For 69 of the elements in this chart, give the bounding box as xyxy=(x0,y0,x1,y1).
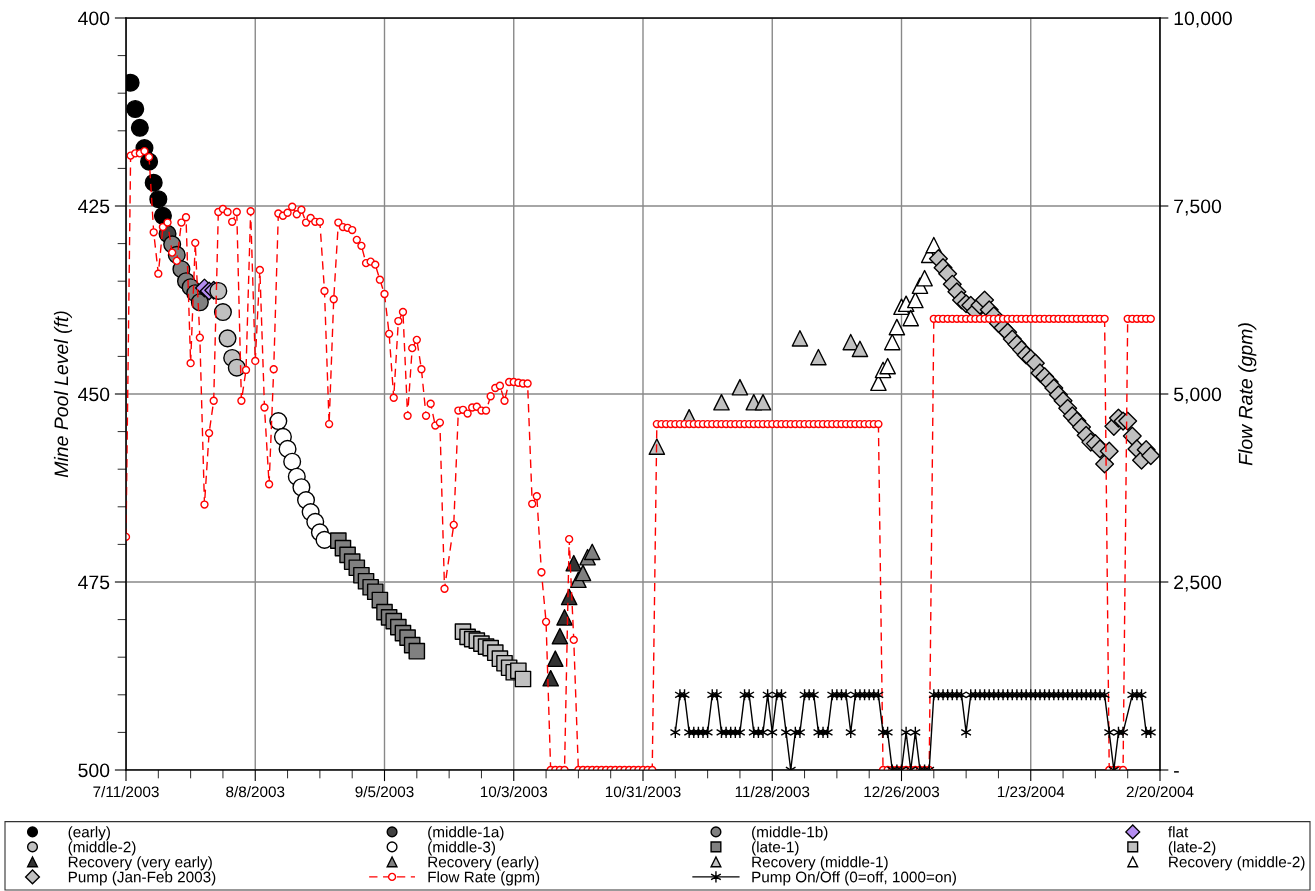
legend-label: Recovery (early) xyxy=(428,856,539,871)
x-tick-label: 10/31/2003 xyxy=(605,785,681,798)
legend-label: flat xyxy=(1168,826,1189,838)
y2-tick-label: 5,000 xyxy=(1173,387,1222,404)
point xyxy=(565,554,583,572)
point xyxy=(648,438,666,455)
point xyxy=(902,309,920,327)
y-axis-title: Mine Pool Level (ft) xyxy=(53,311,73,478)
point xyxy=(546,650,564,668)
x-tick-label: 10/3/2003 xyxy=(480,785,548,798)
x-tick-label: 7/11/2003 xyxy=(93,785,159,798)
point xyxy=(810,348,827,366)
legend-label: (late-2) xyxy=(1168,841,1216,856)
point xyxy=(514,670,532,688)
point xyxy=(883,333,901,351)
x-tick-label: 12/26/2003 xyxy=(864,785,940,798)
point xyxy=(1099,441,1119,461)
point xyxy=(888,318,906,336)
legend-label: (middle-3) xyxy=(428,841,496,856)
legend-label: (middle-2) xyxy=(68,841,136,856)
legend-label: Pump (Jan-Feb 2003) xyxy=(68,871,216,886)
point xyxy=(149,190,168,209)
y2-tick-label: 7,500 xyxy=(1174,199,1222,216)
point xyxy=(916,269,933,287)
point xyxy=(144,173,163,192)
y2-tick-label: - xyxy=(1174,771,1179,773)
point xyxy=(731,378,749,396)
point xyxy=(408,642,426,660)
point xyxy=(1122,426,1142,446)
legend-label: Recovery (middle-2) xyxy=(1169,856,1305,871)
point xyxy=(583,543,601,561)
legend-label: Recovery (middle-1) xyxy=(752,856,888,871)
point xyxy=(130,118,149,137)
point xyxy=(1118,411,1138,431)
point xyxy=(213,303,232,322)
legend-label: (late-1) xyxy=(752,841,799,856)
y-tick-label: 425 xyxy=(78,199,110,214)
legend-label: Flow Rate (gpm) xyxy=(428,871,540,886)
point xyxy=(791,330,809,347)
point xyxy=(556,609,573,626)
y-tick-label: 475 xyxy=(78,575,110,590)
y2-tick-label: 2,500 xyxy=(1174,575,1222,592)
legend-label: Pump On/Off (0=off, 1000=on) xyxy=(752,871,956,886)
x-tick-label: 2/20/2004 xyxy=(1126,785,1194,798)
x-tick-label: 1/23/2004 xyxy=(997,785,1065,798)
point xyxy=(269,412,288,431)
legend-label: (early) xyxy=(68,826,110,841)
point xyxy=(1141,446,1160,466)
point xyxy=(126,99,145,119)
y-tick-label: 500 xyxy=(78,763,110,778)
point xyxy=(551,627,569,645)
legend-label: (middle-1b) xyxy=(752,826,828,841)
y-tick-label: 450 xyxy=(78,387,110,402)
point xyxy=(218,329,237,348)
point xyxy=(754,393,772,411)
point xyxy=(209,281,228,301)
point xyxy=(574,564,592,582)
point xyxy=(879,357,896,375)
y2-tick-label: 10,000 xyxy=(1174,11,1232,28)
x-tick-label: 9/5/2003 xyxy=(355,785,414,798)
x-tick-label: 11/28/2003 xyxy=(735,785,810,798)
point xyxy=(713,393,730,411)
legend-label: (middle-1a) xyxy=(428,826,504,841)
point xyxy=(283,452,302,471)
x-tick-label: 8/8/2003 xyxy=(226,785,285,798)
y-tick-label: 400 xyxy=(78,11,110,26)
legend-label: Recovery (very early) xyxy=(68,856,212,871)
point xyxy=(851,340,869,358)
y2-axis-title: Flow Rate (gpm) xyxy=(1238,323,1257,466)
